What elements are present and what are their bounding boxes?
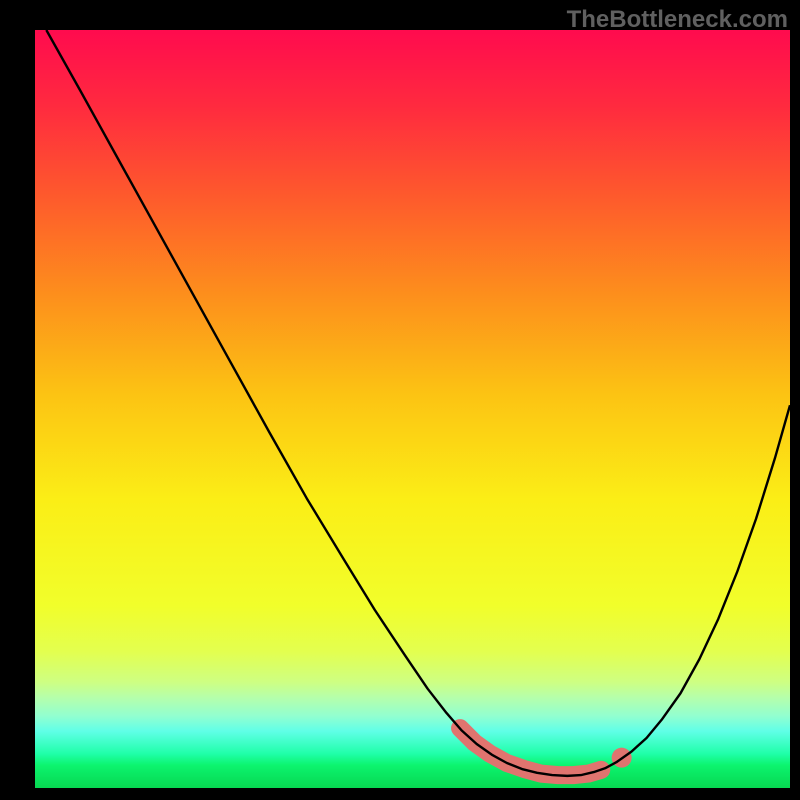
chart-container: TheBottleneck.com	[0, 0, 800, 800]
watermark-text: TheBottleneck.com	[567, 6, 788, 34]
gradient-background	[35, 30, 790, 788]
plot-area	[35, 30, 790, 788]
chart-svg	[35, 30, 790, 788]
